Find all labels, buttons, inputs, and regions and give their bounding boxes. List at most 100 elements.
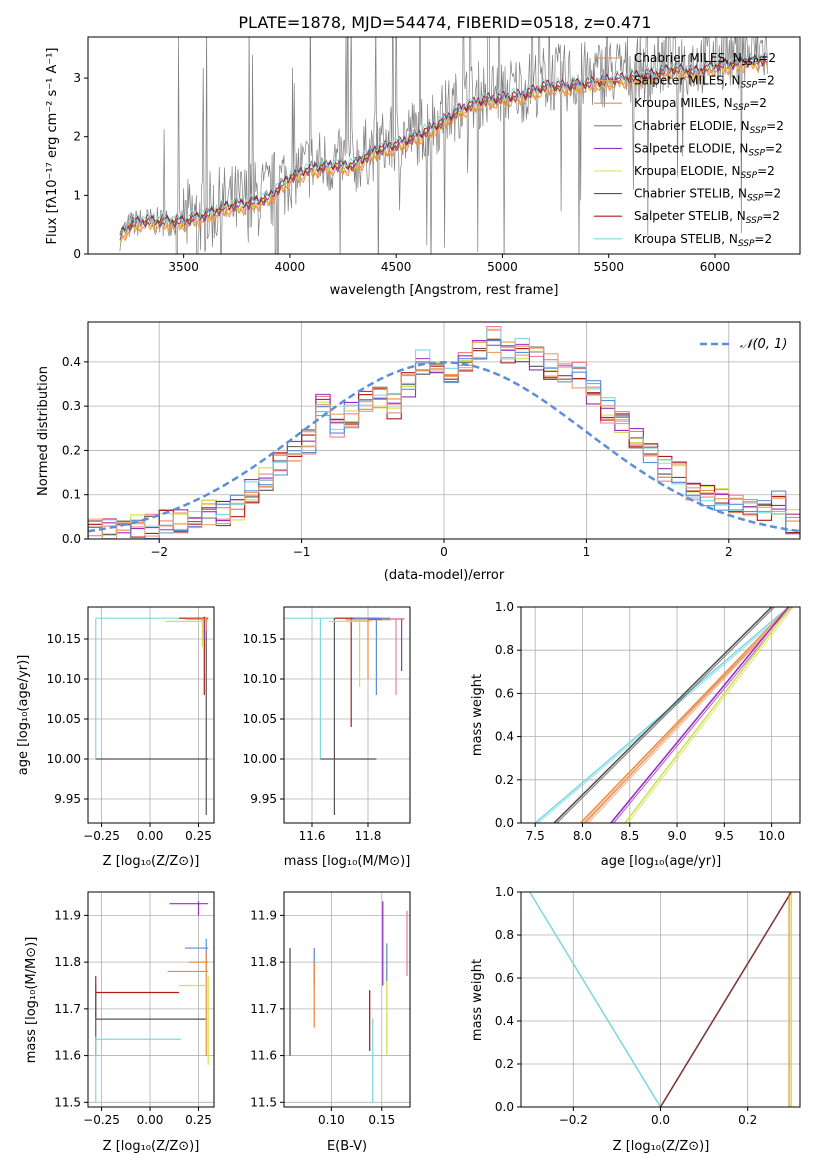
y-tick-label: 11.8 [54, 955, 81, 969]
age-mass-grid [284, 607, 410, 823]
x-tick-label: 8.5 [620, 829, 639, 843]
mw-age-ylabel: mass weight [470, 674, 485, 756]
mw-age-line-twin [587, 607, 792, 823]
mass-z-xlabel: Z [log₁₀(Z/Z⊙)] [103, 1139, 200, 1154]
spectrum-ylabel: Flux [fλ10⁻¹⁷ erg cm⁻² s⁻¹ A⁻¹] [45, 48, 60, 245]
legend-label: Salpeter ELODIE, NSSP=2 [634, 141, 783, 158]
y-tick-label: 11.7 [250, 1002, 277, 1016]
mw-age-line-twin [556, 607, 775, 823]
legend-label: Kroupa STELIB, NSSP=2 [634, 232, 772, 249]
x-tick-label: 0.0 [651, 1113, 670, 1127]
x-tick-label: 0.25 [185, 1113, 212, 1127]
x-tick-label: −0.25 [83, 1113, 120, 1127]
x-tick-label: 11.8 [355, 829, 382, 843]
mw-z-line-kroupa-stelib [529, 892, 662, 1107]
mw-z-xlabel: Z [log₁₀(Z/Z⊙)] [613, 1139, 710, 1154]
mass-ebv-axes-frame [283, 891, 411, 1108]
mass-ebv-plot-area [289, 901, 408, 1103]
mw-age-axes-frame [520, 606, 801, 824]
legend-label: Chabrier MILES, NSSP=2 [634, 51, 776, 68]
y-tick-label: 11.7 [54, 1002, 81, 1016]
y-tick-label: 0.6 [495, 971, 514, 985]
histogram-ylabel: Normed distribution [36, 366, 51, 496]
x-tick-label: 0.2 [738, 1113, 757, 1127]
y-tick-label: 0.0 [62, 532, 81, 546]
legend-label: Kroupa MILES, NSSP=2 [634, 96, 767, 113]
y-tick-label: 10.00 [47, 752, 81, 766]
y-tick-label: 10.05 [47, 712, 81, 726]
age-mass-xlabel: mass [log₁₀(M/M⊙)] [284, 854, 411, 869]
spectrum-plot-area [119, 37, 769, 254]
spectrum-ticks: 3500 4000 4500 5000 5500 6000 0 1 2 3 [73, 71, 730, 274]
age-z-xlabel: Z [log₁₀(Z/Z⊙)] [103, 854, 200, 869]
y-tick-label: 0.2 [495, 1057, 514, 1071]
y-tick-label: 1.0 [495, 600, 514, 614]
legend-label: Salpeter STELIB, NSSP=2 [634, 209, 780, 226]
y-tick-label: 9.95 [250, 792, 277, 806]
age-mass-ticks: 11.6 11.8 9.95 10.00 10.05 10.10 10.15 [243, 632, 382, 843]
x-tick-label: 1 [583, 545, 591, 559]
mass-vs-ebv-panel: 0.10 0.15 11.5 11.6 11.7 11.8 11.9 E(B-V) [250, 891, 411, 1154]
mw-z-grid [521, 891, 800, 1108]
y-tick-label: 0.3 [62, 399, 81, 413]
mw-age-plot-area [534, 607, 794, 823]
y-tick-label: 0.6 [495, 686, 514, 700]
y-tick-label: 10.10 [243, 672, 277, 686]
y-tick-label: 11.8 [250, 955, 277, 969]
x-tick-label: 10.0 [758, 829, 785, 843]
mw-z-plot-area [529, 892, 793, 1107]
x-tick-label: 7.5 [526, 829, 545, 843]
x-tick-label: −0.25 [83, 829, 120, 843]
mw-age-line-chabrier-stelib [553, 607, 773, 823]
histogram-legend: 𝒩(0, 1) [700, 337, 787, 352]
mass-vs-metallicity-panel: −0.25 0.00 0.25 11.5 11.6 11.7 11.8 11.9 Z [log… [24, 891, 215, 1154]
age-mass-plot-area [284, 617, 405, 815]
y-tick-label: 2 [73, 130, 81, 144]
y-tick-label: 10.15 [243, 632, 277, 646]
histogram-ticks: −2 −1 0 1 2 0.0 0.1 0.2 0.3 0.4 [62, 355, 733, 559]
massweight-vs-age-panel: 7.5 8.0 8.5 9.0 9.5 10.0 0.0 0.2 0.4 0.6 0.8 1.0 ag… [470, 600, 801, 869]
y-tick-label: 0 [73, 247, 81, 261]
spectrum-xlabel: wavelength [Angstrom, rest frame] [330, 283, 559, 298]
y-tick-label: 10.05 [243, 712, 277, 726]
y-tick-label: 0.4 [62, 355, 81, 369]
mw-age-line-salpeter-miles [584, 607, 790, 823]
mw-age-line-salpeter-elodie [610, 607, 790, 823]
y-tick-label: 0.8 [495, 643, 514, 657]
y-tick-label: 11.5 [250, 1095, 277, 1109]
x-tick-label: 11.6 [299, 829, 326, 843]
y-tick-label: 0.0 [495, 1100, 514, 1114]
spectrum-axes-frame [87, 36, 801, 255]
age-mass-axes-frame [283, 606, 411, 824]
x-tick-label: 2 [725, 545, 733, 559]
x-tick-label: 6000 [700, 260, 731, 274]
residual-histogram-panel: −2 −1 0 1 2 0.0 0.1 0.2 0.3 0.4 𝒩(0, 1) (data-mod… [36, 321, 801, 583]
mass-ebv-grid [284, 892, 410, 1107]
y-tick-label: 9.95 [54, 792, 81, 806]
age-z-grid [88, 607, 214, 823]
x-tick-label: 9.0 [668, 829, 687, 843]
age-z-plot-area [95, 616, 209, 815]
massweight-vs-metallicity-panel: −0.2 0.0 0.2 0.0 0.2 0.4 0.6 0.8 1.0 Z [log₁₀(Z/… [470, 885, 801, 1154]
y-tick-label: 0.2 [62, 443, 81, 457]
y-tick-label: 0.8 [495, 928, 514, 942]
mw-z-line-twin [660, 892, 792, 1107]
y-tick-label: 1 [73, 188, 81, 202]
y-tick-label: 11.6 [250, 1049, 277, 1063]
x-tick-label: 4000 [275, 260, 306, 274]
mw-age-line-twin [627, 607, 794, 823]
legend-label: Chabrier ELODIE, NSSP=2 [634, 119, 784, 136]
spectrum-panel: 3500 4000 4500 5000 5500 6000 0 1 2 3 Chabrier MI… [45, 36, 801, 298]
y-tick-label: 10.15 [47, 632, 81, 646]
y-tick-label: 3 [73, 71, 81, 85]
legend-normal-label: 𝒩(0, 1) [740, 337, 787, 352]
model-spectrum-kroupa-stelib [119, 50, 769, 234]
x-tick-label: −2 [150, 545, 168, 559]
y-tick-label: 11.9 [250, 908, 277, 922]
y-tick-label: 0.1 [62, 488, 81, 502]
y-tick-label: 0.4 [495, 1014, 514, 1028]
y-tick-label: 0.0 [495, 816, 514, 830]
histogram-plot-area [88, 325, 800, 539]
y-tick-label: 11.5 [54, 1095, 81, 1109]
mw-z-ticks: −0.2 0.0 0.2 0.0 0.2 0.4 0.6 0.8 1.0 [495, 885, 757, 1127]
